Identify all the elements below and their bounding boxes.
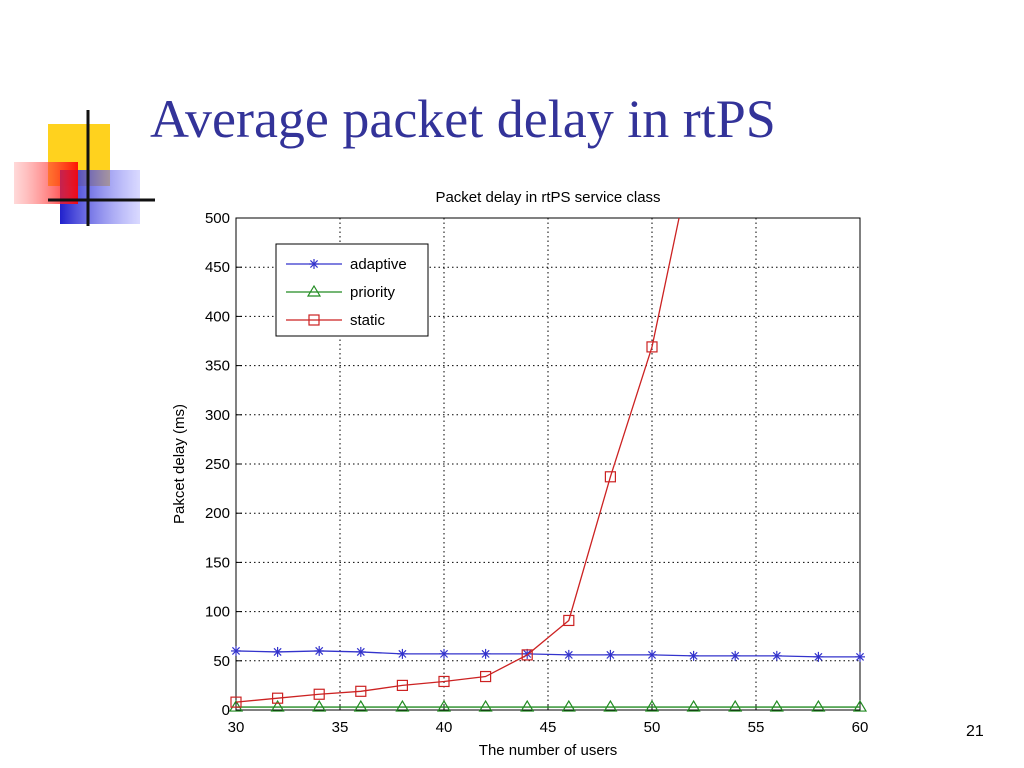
data-point-adaptive: [771, 650, 782, 661]
data-point-priority: [603, 699, 618, 712]
data-point-priority: [478, 699, 493, 712]
data-point-adaptive: [480, 648, 491, 659]
x-tick-label: 50: [644, 719, 661, 736]
chart-grid: [236, 218, 860, 710]
y-tick-label: 450: [205, 259, 230, 276]
data-point-adaptive: [231, 645, 241, 656]
data-point-adaptive: [272, 646, 283, 657]
legend-box: [275, 243, 429, 337]
legend-label-priority: priority: [350, 284, 396, 301]
y-tick-label: 300: [205, 407, 230, 424]
y-tick-label: 200: [205, 505, 230, 522]
data-point-priority: [436, 699, 452, 712]
data-point-adaptive: [563, 649, 574, 660]
data-point-priority: [644, 699, 660, 712]
data-point-static: [521, 649, 533, 661]
x-tick-label: 35: [332, 719, 349, 736]
chart-legend: adaptive priority static: [275, 243, 429, 337]
x-tick-label: 40: [436, 719, 453, 736]
x-tick-label: 45: [540, 719, 557, 736]
data-point-priority: [561, 699, 576, 712]
chart-title: Packet delay in rtPS service class: [435, 189, 660, 206]
series-priority: [228, 699, 868, 712]
data-point-priority: [686, 699, 701, 712]
y-axis-label: Pakcet delay (ms): [171, 404, 188, 524]
legend-label-adaptive: adaptive: [350, 256, 407, 273]
legend-marker-priority: [306, 284, 322, 297]
data-point-priority: [852, 699, 868, 712]
x-tick-label: 30: [228, 719, 245, 736]
series-static: [230, 217, 680, 708]
y-tick-label: 150: [205, 554, 230, 571]
data-point-adaptive: [314, 645, 325, 656]
packet-delay-chart: 30 35 40 45 50 55 60 0 50 100 150 200 250 300 350 400 45…: [171, 189, 868, 759]
data-point-static: [480, 670, 492, 683]
data-point-static: [646, 341, 658, 353]
data-point-adaptive: [355, 646, 366, 657]
x-axis-label: The number of users: [479, 742, 617, 759]
data-point-adaptive: [813, 651, 824, 662]
series-line-adaptive: [235, 650, 860, 658]
legend-marker-static: [308, 314, 320, 326]
data-point-adaptive: [688, 650, 699, 661]
chart-series: [228, 217, 868, 712]
data-point-priority: [353, 699, 368, 712]
data-point-static: [313, 688, 325, 700]
data-point-priority: [270, 699, 285, 712]
data-point-static: [230, 696, 242, 708]
y-tick-label: 350: [205, 358, 230, 375]
data-point-adaptive: [730, 650, 741, 661]
slide-title: Average packet delay in rtPS: [150, 89, 776, 149]
slide-number: 21: [966, 723, 984, 740]
y-tick-label: 50: [213, 653, 230, 670]
data-point-static: [438, 675, 450, 688]
x-tick-label: 55: [748, 719, 765, 736]
chart-ticks: 30 35 40 45 50 55 60 0 50 100 150 200 250 300 350 400 45…: [205, 210, 868, 736]
series-line-static: [235, 217, 680, 703]
y-tick-label: 400: [205, 308, 230, 325]
data-point-priority: [395, 699, 410, 712]
data-point-priority: [312, 699, 327, 712]
data-point-priority: [769, 699, 784, 712]
data-point-adaptive: [605, 649, 616, 660]
data-point-priority: [728, 699, 743, 712]
data-point-adaptive: [397, 648, 408, 659]
data-point-static: [355, 685, 367, 697]
data-point-adaptive: [855, 651, 865, 662]
data-point-static: [563, 614, 575, 627]
y-tick-label: 250: [205, 456, 230, 473]
data-point-static: [604, 471, 616, 483]
legend-label-static: static: [350, 312, 386, 329]
data-point-adaptive: [647, 649, 657, 660]
data-point-priority: [811, 699, 826, 712]
data-point-adaptive: [439, 648, 449, 659]
y-tick-label: 0: [222, 702, 230, 719]
x-tick-label: 60: [852, 719, 869, 736]
data-point-priority: [520, 699, 535, 712]
y-tick-label: 100: [205, 604, 230, 621]
slide-decoration-icon: [14, 110, 155, 226]
legend-marker-adaptive: [309, 259, 319, 269]
series-adaptive: [231, 645, 865, 662]
data-point-static: [271, 692, 284, 704]
y-tick-label: 500: [205, 210, 230, 227]
data-point-priority: [228, 699, 244, 712]
data-point-static: [396, 679, 408, 691]
